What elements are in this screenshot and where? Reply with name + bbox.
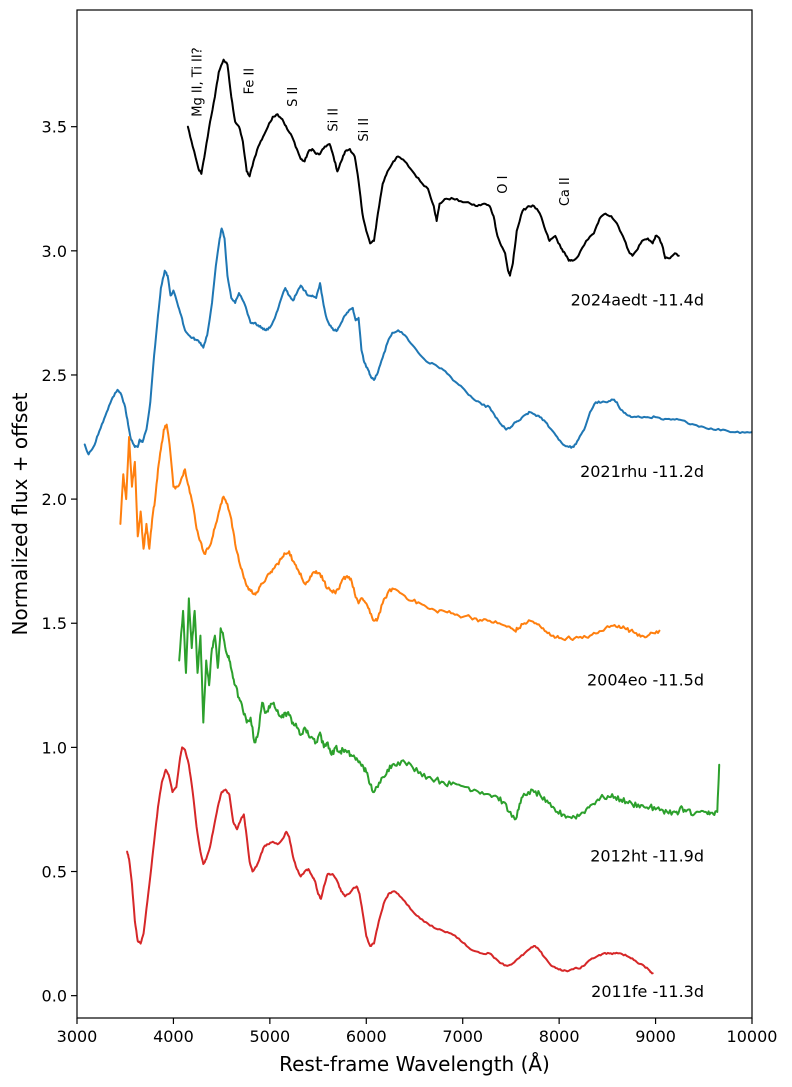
line-id-label-3: S II: [286, 87, 301, 107]
series-line-2: [83, 227, 752, 456]
series-line-5: [126, 746, 654, 975]
series-label-4: 2012ht -11.9d: [590, 847, 704, 866]
line-id-label-2: Fe II: [242, 68, 257, 95]
line-id-label-5: Si II: [357, 118, 372, 142]
series-line-3: [119, 423, 661, 642]
plot-frame: [76, 9, 753, 1019]
x-axis-label: Rest-frame Wavelength (Å): [279, 1052, 550, 1076]
x-tick-label: 3000: [57, 1027, 98, 1046]
series-line-4: [178, 597, 721, 821]
series-label-1: 2024aedt -11.4d: [571, 290, 704, 309]
x-tick-label: 6000: [346, 1027, 387, 1046]
x-tick-label: 4000: [153, 1027, 194, 1046]
y-tick-label: 3.5: [42, 118, 67, 137]
y-tick-label: 2.0: [42, 490, 67, 509]
x-tick-label: 10000: [727, 1027, 778, 1046]
x-tick-label: 8000: [539, 1027, 580, 1046]
line-id-label-4: Si II: [326, 108, 341, 132]
y-tick-label: 1.0: [42, 738, 67, 757]
x-tick-label: 7000: [442, 1027, 483, 1046]
y-tick-label: 1.5: [42, 614, 67, 633]
series-label-5: 2011fe -11.3d: [591, 982, 704, 1001]
line-id-label-1: Mg II, Ti II?: [190, 47, 205, 116]
series-label-2: 2021rhu -11.2d: [580, 462, 704, 481]
line-id-layer: Mg II, Ti II? Fe II S II Si II Si II O I Ca II: [190, 47, 572, 206]
x-tick-label: 5000: [249, 1027, 290, 1046]
y-tick-label: 2.5: [42, 366, 67, 385]
y-tick-label: 3.0: [42, 242, 67, 261]
y-tick-label: 0.5: [42, 863, 67, 882]
line-id-label-6: O I: [496, 176, 511, 194]
series-layer: [83, 58, 752, 975]
series-label-3: 2004eo -11.5d: [587, 670, 704, 689]
x-tick-label: 9000: [635, 1027, 676, 1046]
y-axis-label: Normalized flux + offset: [8, 392, 32, 635]
series-line-1: [186, 58, 680, 277]
line-id-label-7: Ca II: [558, 177, 573, 206]
series-label-layer: 2024aedt -11.4d 2021rhu -11.2d 2004eo -11.…: [571, 290, 704, 1000]
axis-layer: 3000 4000 5000 6000 7000 8000 9000 10000 0.0 0.5 1…: [42, 118, 778, 1046]
y-tick-label: 0.0: [42, 987, 67, 1006]
